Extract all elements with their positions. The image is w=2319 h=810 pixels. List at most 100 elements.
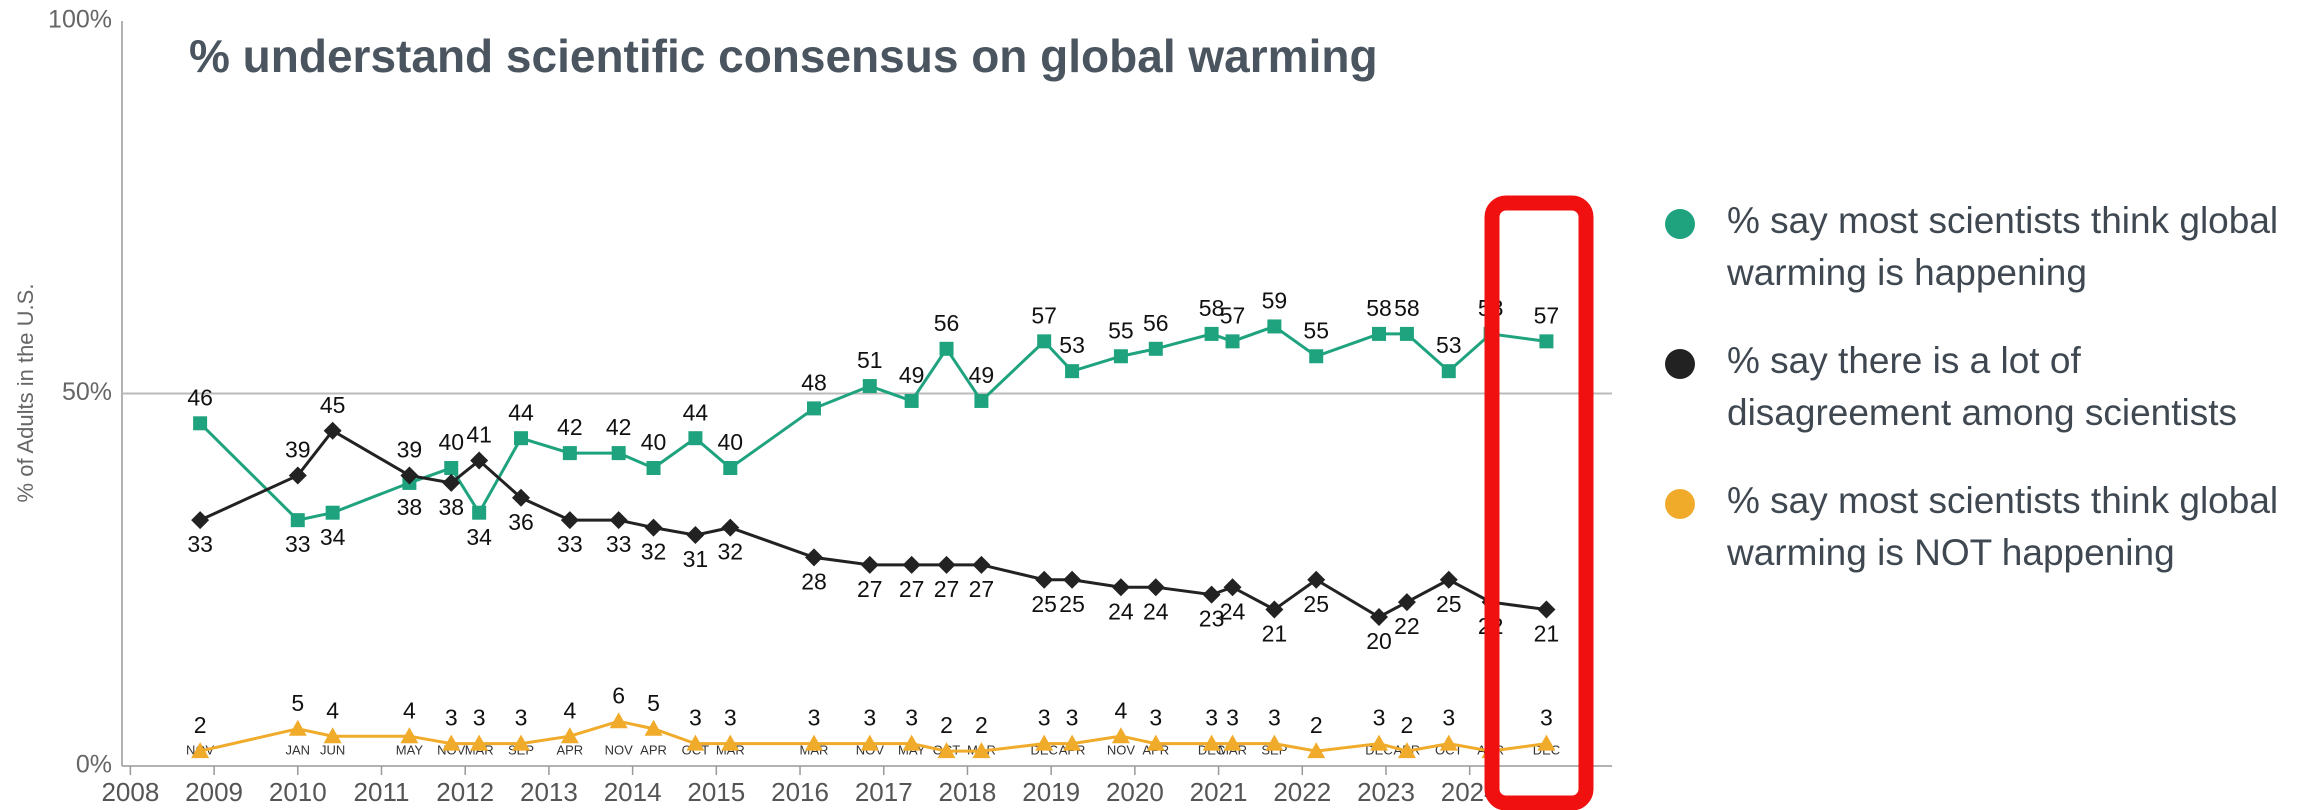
data-label: 39 bbox=[285, 437, 311, 463]
data-label: 2 bbox=[1310, 712, 1323, 738]
x-tick-label: 2009 bbox=[185, 777, 243, 807]
legend-label: % say most scientists think global warmi… bbox=[1727, 200, 2279, 293]
data-label: 3 bbox=[515, 705, 528, 731]
marker bbox=[644, 518, 663, 537]
legend-item: % say most scientists think global warmi… bbox=[1665, 195, 2312, 299]
marker bbox=[442, 734, 461, 751]
marker bbox=[1399, 326, 1414, 341]
marker bbox=[400, 466, 419, 485]
data-label: 27 bbox=[969, 576, 995, 602]
data-label: 3 bbox=[1268, 705, 1281, 731]
marker bbox=[937, 555, 956, 574]
data-label: 51 bbox=[857, 347, 883, 373]
data-label: 44 bbox=[508, 399, 534, 425]
marker bbox=[1267, 319, 1282, 334]
data-label: 3 bbox=[445, 705, 458, 731]
marker bbox=[472, 505, 487, 520]
month-label: JUN bbox=[320, 742, 345, 757]
legend-item: % say there is a lot of disagreement amo… bbox=[1665, 335, 2312, 439]
data-label: 4 bbox=[563, 697, 576, 723]
data-label: 53 bbox=[1059, 332, 1085, 358]
marker bbox=[804, 734, 823, 751]
marker bbox=[1111, 727, 1130, 744]
data-label: 27 bbox=[899, 576, 925, 602]
data-label: 57 bbox=[1220, 302, 1246, 328]
marker bbox=[611, 446, 626, 461]
marker bbox=[1035, 570, 1054, 589]
data-label: 2 bbox=[194, 712, 207, 738]
data-label: 21 bbox=[1262, 621, 1288, 647]
data-label: 55 bbox=[1108, 317, 1134, 343]
marker bbox=[1537, 734, 1556, 751]
marker bbox=[191, 742, 210, 759]
data-label: 3 bbox=[1066, 705, 1079, 731]
data-label: 2 bbox=[940, 712, 953, 738]
y-tick-label: 100% bbox=[48, 6, 112, 34]
marker bbox=[609, 712, 628, 729]
marker bbox=[904, 393, 919, 408]
marker bbox=[1307, 570, 1326, 589]
marker bbox=[512, 734, 531, 751]
data-label: 25 bbox=[1059, 591, 1085, 617]
month-label: JAN bbox=[286, 742, 311, 757]
data-label: 22 bbox=[1394, 613, 1420, 639]
marker bbox=[1265, 600, 1284, 619]
marker bbox=[644, 719, 663, 736]
marker bbox=[560, 511, 579, 530]
marker bbox=[562, 446, 577, 461]
data-label: 40 bbox=[438, 429, 464, 455]
marker bbox=[1439, 570, 1458, 589]
marker bbox=[1225, 334, 1240, 349]
data-label: 2 bbox=[1401, 712, 1414, 738]
data-label: 28 bbox=[801, 568, 827, 594]
marker bbox=[288, 466, 307, 485]
legend-item: % say most scientists think global warmi… bbox=[1665, 475, 2312, 579]
marker bbox=[191, 511, 210, 530]
marker bbox=[290, 513, 305, 528]
marker bbox=[862, 379, 877, 394]
marker bbox=[609, 511, 628, 530]
marker bbox=[1111, 578, 1130, 597]
data-label: 40 bbox=[717, 429, 743, 455]
data-label: 25 bbox=[1436, 591, 1462, 617]
marker bbox=[806, 401, 821, 416]
data-label: 20 bbox=[1366, 628, 1392, 654]
marker bbox=[1265, 734, 1284, 751]
legend-swatch bbox=[1665, 349, 1695, 379]
data-label: 38 bbox=[397, 494, 423, 520]
data-label: 3 bbox=[1540, 705, 1553, 731]
marker bbox=[1537, 600, 1556, 619]
marker bbox=[1035, 734, 1054, 751]
highlight-box bbox=[1484, 195, 1594, 810]
marker bbox=[902, 555, 921, 574]
data-label: 56 bbox=[934, 310, 960, 336]
data-label: 4 bbox=[1115, 697, 1128, 723]
marker bbox=[1037, 334, 1052, 349]
marker bbox=[1223, 734, 1242, 751]
x-tick-label: 2022 bbox=[1273, 777, 1331, 807]
data-label: 3 bbox=[1205, 705, 1218, 731]
data-label: 21 bbox=[1534, 621, 1560, 647]
marker bbox=[323, 727, 342, 744]
x-tick-label: 2020 bbox=[1106, 777, 1164, 807]
marker bbox=[974, 393, 989, 408]
y-tick-label: 50% bbox=[62, 378, 112, 406]
month-label: APR bbox=[556, 742, 583, 757]
x-tick-label: 2017 bbox=[855, 777, 913, 807]
marker bbox=[1063, 570, 1082, 589]
y-axis-label: % of Adults in the U.S. bbox=[13, 284, 38, 503]
legend-swatch bbox=[1665, 489, 1695, 519]
data-label: 24 bbox=[1220, 598, 1246, 624]
data-label: 34 bbox=[320, 524, 346, 550]
marker bbox=[325, 505, 340, 520]
data-label: 58 bbox=[1366, 295, 1392, 321]
data-label: 3 bbox=[689, 705, 702, 731]
marker bbox=[442, 473, 461, 492]
data-label: 5 bbox=[291, 690, 304, 716]
data-label: 23 bbox=[1199, 606, 1225, 632]
marker bbox=[288, 719, 307, 736]
marker bbox=[512, 488, 531, 507]
data-label: 36 bbox=[508, 509, 534, 535]
data-label: 24 bbox=[1108, 598, 1134, 624]
